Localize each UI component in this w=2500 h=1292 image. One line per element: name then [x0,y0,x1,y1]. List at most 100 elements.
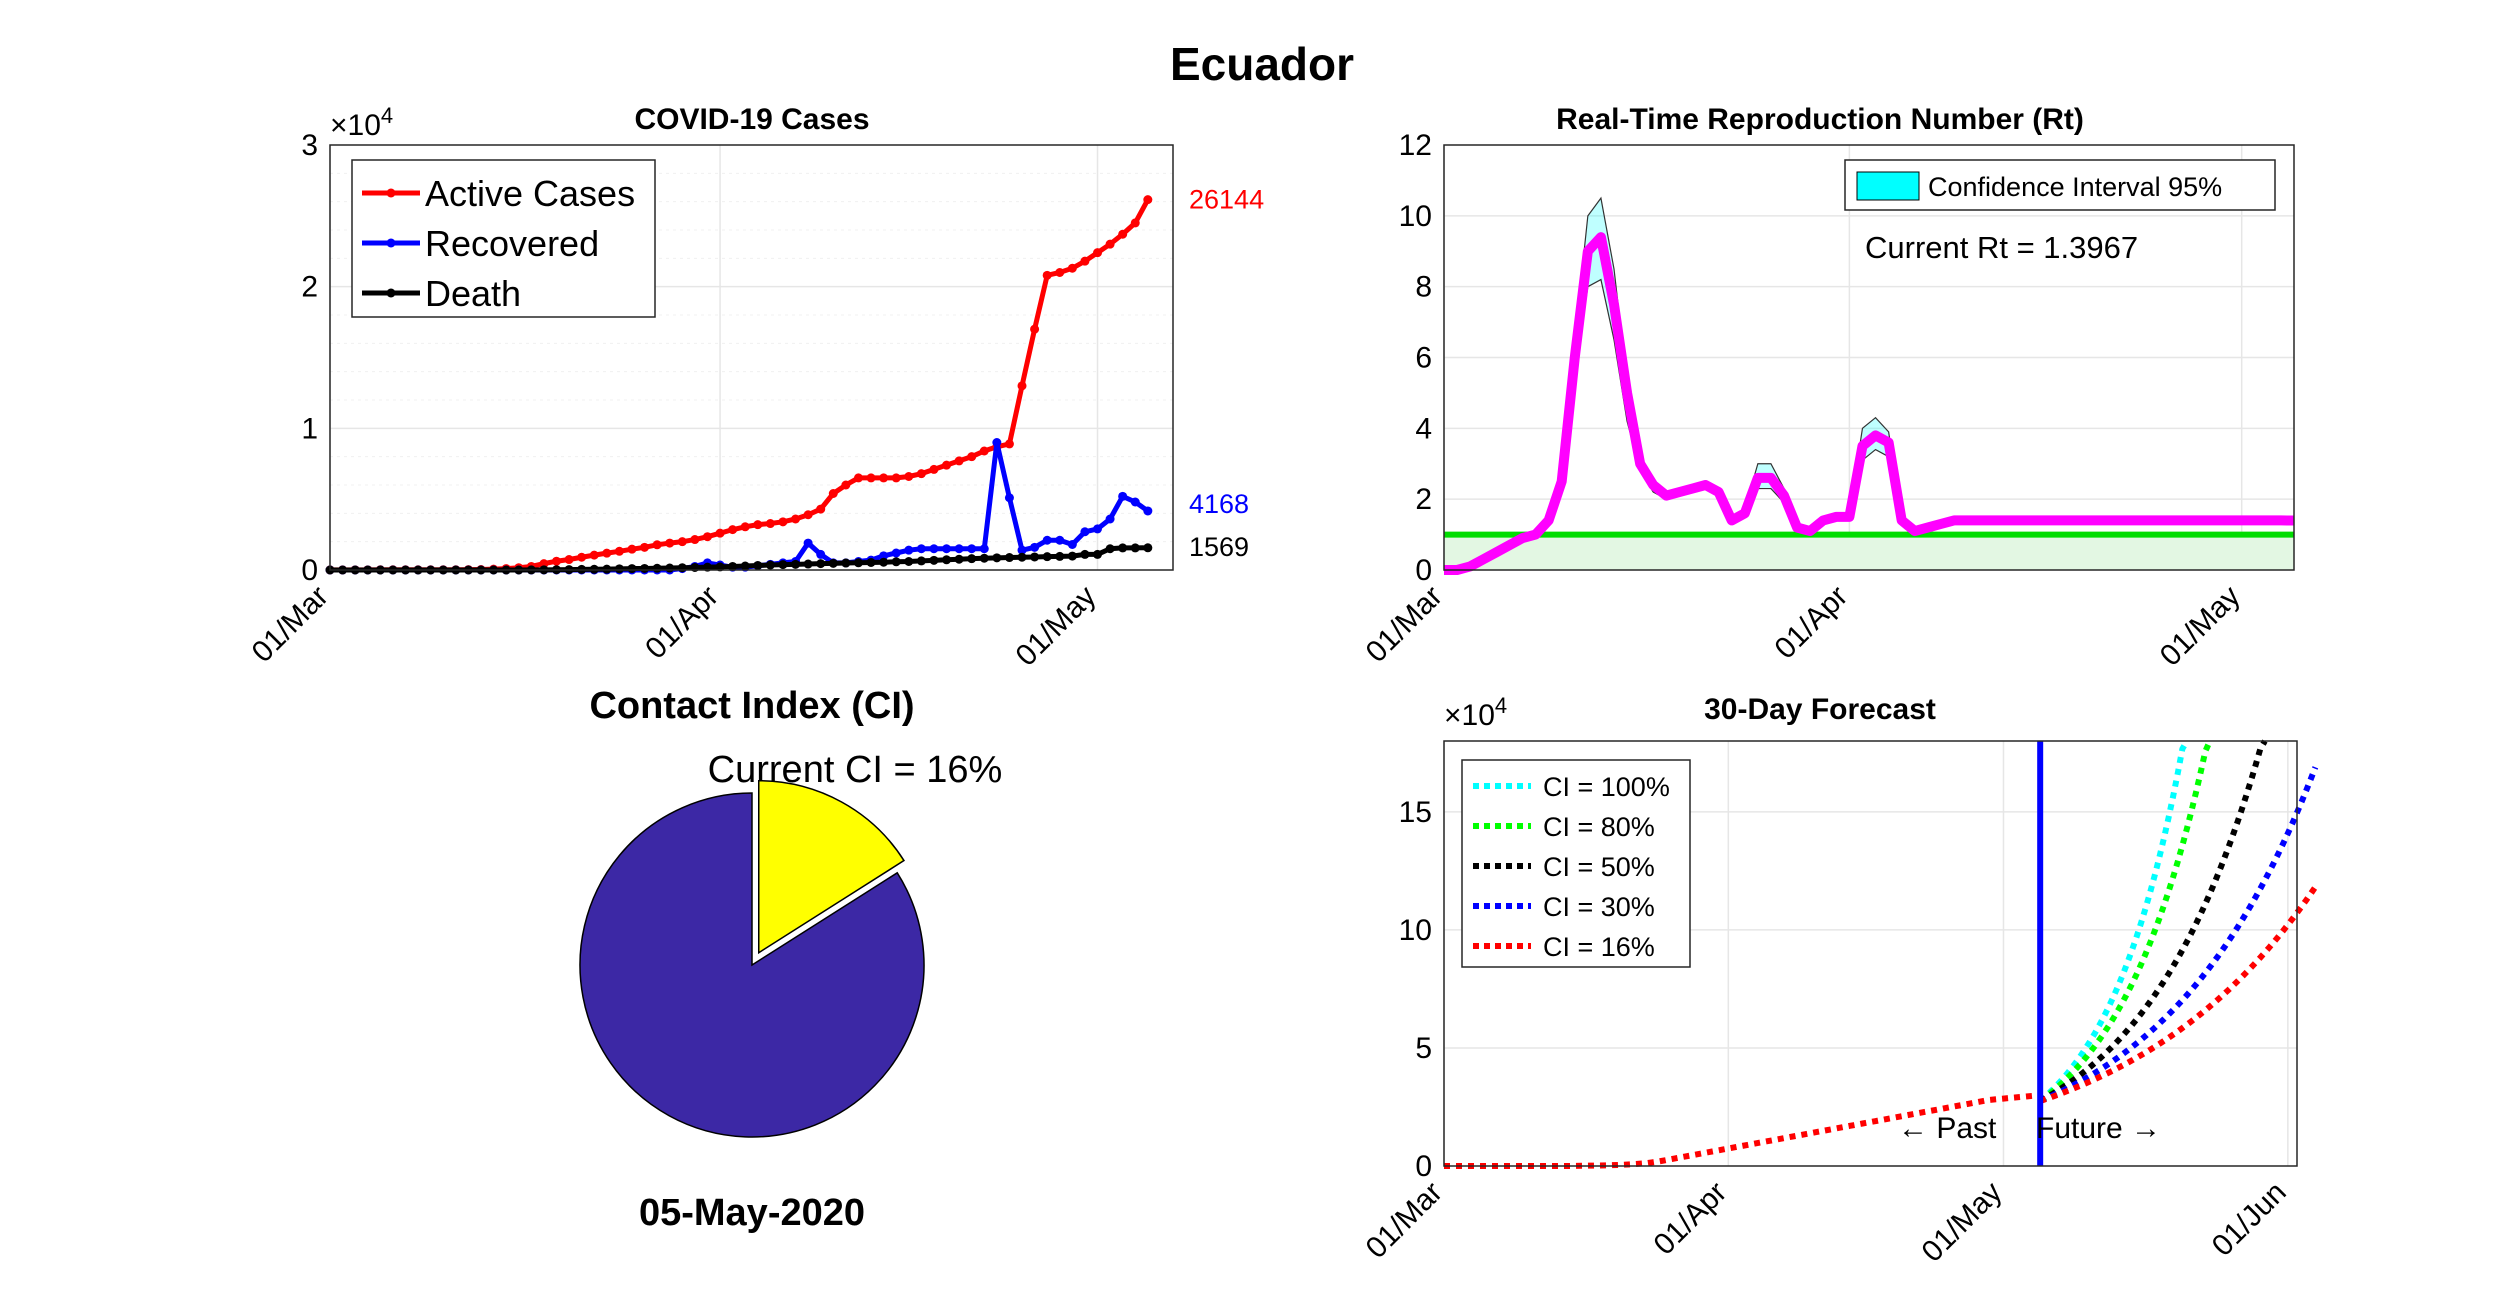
x-tick-label: 01/Apr [1768,580,1854,666]
data-point [1004,439,1014,449]
data-point [1143,543,1153,553]
data-point [879,473,889,483]
data-point [916,544,926,554]
data-point [841,558,851,568]
y-tick-label: 0 [1415,554,1432,587]
contact-index-title: Contact Index (CI) [589,685,914,727]
data-point [942,460,952,470]
forecast-past-label: ← Past [1898,1112,1997,1145]
data-point [803,559,813,569]
data-point [665,538,675,548]
data-point [765,519,775,529]
end-value-label: 1569 [1189,532,1249,562]
y-tick-label: 12 [1399,129,1432,162]
data-point [916,469,926,479]
data-point [954,544,964,554]
data-point [1030,552,1040,562]
end-value-label: 26144 [1189,185,1264,215]
data-point [1017,552,1027,562]
data-point [1067,540,1077,549]
data-point [1130,218,1140,228]
legend-item-ci-100: CI = 100% [1473,772,1670,802]
data-point [715,562,725,572]
y-tick-label: 3 [301,129,318,162]
data-point [929,464,939,474]
data-point [740,561,750,571]
y-tick-label: 2 [301,271,318,304]
data-point [589,550,599,560]
data-point [1080,527,1090,537]
data-point [1105,239,1115,249]
data-point [904,557,914,566]
data-point [828,558,838,568]
y-tick-label: 0 [1415,1150,1432,1183]
data-point [602,564,612,574]
x-tick-label: 01/Jun [2206,1176,2293,1263]
legend-item-ci-16: CI = 16% [1473,932,1655,962]
x-tick-label: 01/Apr [639,580,725,666]
data-point [1143,506,1153,516]
cases-chart: COVID-19 Cases ×104 0 1 2 3 01/Mar 01/Apr 01/… [246,103,1265,673]
data-point [904,545,914,555]
legend-item-ci-80: CI = 80% [1473,812,1655,842]
data-point [816,559,826,569]
data-point [702,532,712,542]
data-point [929,544,939,554]
data-point [652,563,662,573]
rt-chart: Real-Time Reproduction Number (Rt) 0 2 4 6 8… [1360,103,2295,673]
y-tick-label: 10 [1399,914,1432,947]
data-point [577,552,587,562]
data-point [551,556,561,566]
legend-item-ci-50: CI = 50% [1473,852,1655,882]
data-point [1067,551,1077,561]
forecast-legend: CI = 100% CI = 80% CI = 50% CI = 30% CI = 16… [1461,759,1691,968]
x-tick-label: 01/Mar [1360,1176,1449,1265]
data-point [942,555,952,565]
data-point [564,555,574,565]
rt-current-label: Current Rt = 1.3967 [1865,230,2138,265]
rt-legend-swatch [1856,171,1920,201]
data-point [1130,497,1140,507]
data-point [967,554,977,564]
legend-label: Death [425,273,521,314]
data-point [1067,263,1077,273]
data-point [879,551,889,561]
data-point [677,563,687,573]
data-point [879,557,889,567]
data-point [853,558,863,568]
data-point [1080,549,1090,559]
data-point [778,560,788,570]
data-point [967,452,977,462]
x-tick-label: 01/May [1916,1176,2009,1269]
data-point [715,528,725,538]
data-point [1042,535,1052,545]
data-point [1143,195,1153,205]
rt-legend: Confidence Interval 95% [1844,159,2276,211]
data-point [1105,514,1115,524]
forecast-chart: 30-Day Forecast ×104 0 5 10 15 01/Mar 01/Apr… [1360,693,2319,1269]
end-value-label: 4168 [1189,489,1249,519]
data-point [816,549,826,559]
data-point [803,538,813,548]
x-tick-label: 01/Mar [1360,580,1449,669]
data-point [627,564,637,574]
data-point [1004,553,1014,563]
data-point [1030,324,1040,334]
contact-index-current-label: Current CI = 16% [708,749,1003,791]
rt-legend-label: Confidence Interval 95% [1928,172,2222,202]
y-tick-label: 6 [1415,342,1432,375]
forecast-line [2039,885,2318,1104]
data-point [677,537,687,547]
data-point [1118,229,1128,239]
data-point [791,559,801,569]
data-point [1017,381,1027,391]
data-point [929,555,939,565]
data-point [740,522,750,532]
below-threshold-area [1444,534,2294,570]
data-point [640,563,650,573]
data-point [816,504,826,514]
figure-title: Ecuador [1170,38,1354,90]
legend-item-active-cases: Active Cases [362,173,635,214]
data-point [866,473,876,483]
